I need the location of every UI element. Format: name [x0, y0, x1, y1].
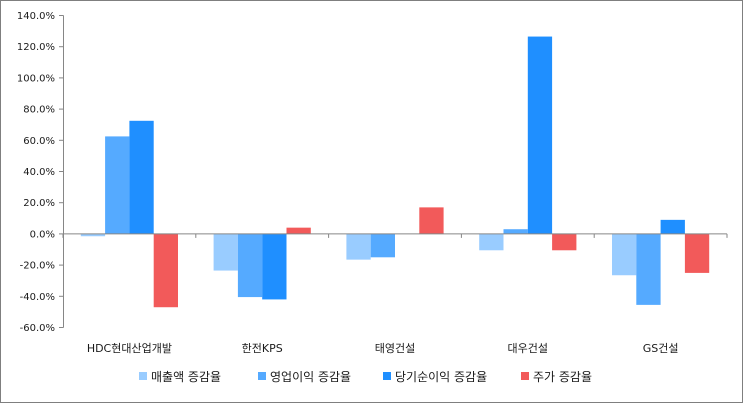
y-tick-label: 40.0%	[23, 167, 55, 178]
bar-4-2	[286, 227, 311, 234]
bar-3-4	[527, 36, 553, 234]
bar-3-2	[262, 233, 287, 300]
bar-4-3	[419, 207, 444, 234]
y-tick-label: -60.0%	[20, 323, 55, 334]
bar-1-5	[612, 233, 637, 276]
bar-1-3	[346, 233, 371, 260]
y-tick-label: -40.0%	[20, 292, 55, 303]
bar-1-1	[80, 233, 106, 237]
x-tick-label: 대우건설	[508, 342, 548, 355]
x-tick-label: 태영건설	[375, 342, 415, 355]
bar-1-4	[479, 233, 504, 251]
bar-2-5	[636, 233, 661, 305]
legend-label-4: 주가 증감율	[533, 370, 592, 384]
legend-swatch-2	[258, 372, 266, 380]
y-tick-label: -20.0%	[20, 261, 55, 272]
y-tick-label: 60.0%	[23, 136, 55, 147]
bar-3-5	[660, 219, 685, 234]
y-tick-label: 20.0%	[23, 198, 55, 209]
bar-3-1	[129, 120, 154, 234]
x-tick-label: GS건설	[643, 342, 679, 355]
y-tick-label: 120.0%	[17, 42, 55, 53]
bar-2-4	[503, 229, 528, 234]
legend-swatch-3	[383, 372, 391, 380]
legend-label-1: 매출액 증감율	[151, 370, 221, 384]
y-tick-label: 140.0%	[17, 11, 55, 22]
legend-label-3: 당기순이익 증감율	[395, 370, 487, 384]
x-tick-label: 한전KPS	[242, 342, 283, 355]
y-tick-label: 100.0%	[17, 73, 55, 84]
bar-4-1	[153, 233, 178, 308]
legend-swatch-4	[521, 372, 529, 380]
bar-4-5	[684, 233, 710, 273]
bar-1-2	[213, 233, 238, 271]
x-tick-label: HDC현대산업개발	[87, 342, 172, 355]
y-tick-label: 0.0%	[30, 229, 55, 240]
legend-swatch-1	[139, 372, 147, 380]
bar-2-3	[370, 233, 395, 258]
bar-2-2	[237, 233, 263, 298]
y-tick-label: 80.0%	[23, 105, 55, 116]
bar-2-1	[105, 136, 130, 234]
bar-4-4	[552, 233, 577, 251]
legend-label-2: 영업이익 증감율	[270, 370, 351, 384]
